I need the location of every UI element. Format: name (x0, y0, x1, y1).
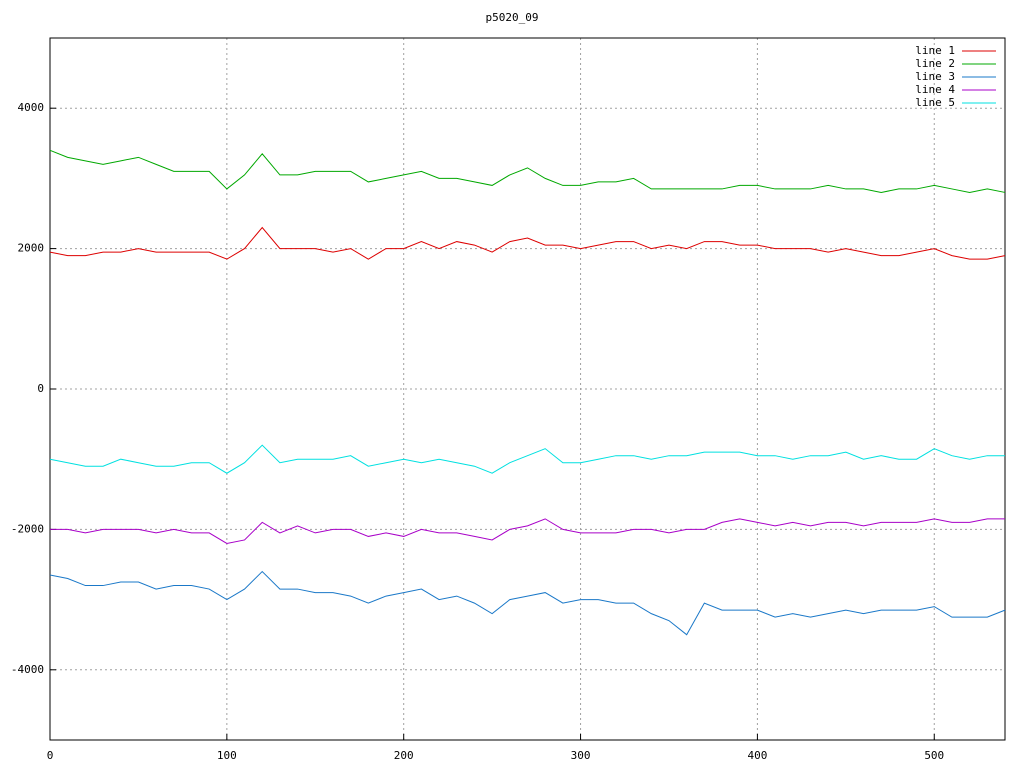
x-tick-label: 300 (571, 749, 591, 762)
legend-label: line 3 (915, 70, 955, 83)
y-tick-label: 4000 (18, 101, 45, 114)
legend-label: line 2 (915, 57, 955, 70)
y-tick-label: 2000 (18, 242, 45, 255)
series-line (50, 518, 1005, 544)
series-line (49, 444, 1005, 474)
x-tick-label: 500 (924, 749, 944, 762)
x-tick-label: 100 (217, 749, 237, 762)
plot-border (49, 37, 1006, 741)
legend-label: line 4 (915, 83, 955, 96)
y-tick-label: 0 (37, 382, 44, 395)
legend-label: line 5 (915, 96, 955, 109)
y-tick-label: -2000 (11, 522, 44, 535)
chart-title: p5020_09 (486, 11, 539, 24)
x-tick-label: 0 (47, 749, 54, 762)
x-tick-label: 400 (747, 749, 767, 762)
x-tick-label: 200 (394, 749, 414, 762)
series-line (49, 570, 1006, 636)
y-tick-label: -4000 (11, 663, 44, 676)
series-line (49, 226, 1006, 260)
legend-label: line 1 (915, 44, 955, 57)
series-line (49, 149, 1006, 193)
